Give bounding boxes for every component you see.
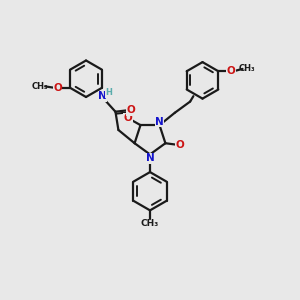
Text: O: O	[127, 105, 136, 115]
Text: N: N	[98, 92, 107, 101]
Text: O: O	[124, 113, 133, 123]
Text: CH₃: CH₃	[141, 219, 159, 228]
Text: CH₃: CH₃	[239, 64, 256, 73]
Text: O: O	[53, 83, 62, 93]
Text: N: N	[146, 153, 154, 163]
Text: N: N	[155, 117, 164, 127]
Text: O: O	[226, 66, 236, 76]
Text: H: H	[105, 88, 112, 98]
Text: O: O	[175, 140, 184, 150]
Text: CH₃: CH₃	[32, 82, 49, 91]
